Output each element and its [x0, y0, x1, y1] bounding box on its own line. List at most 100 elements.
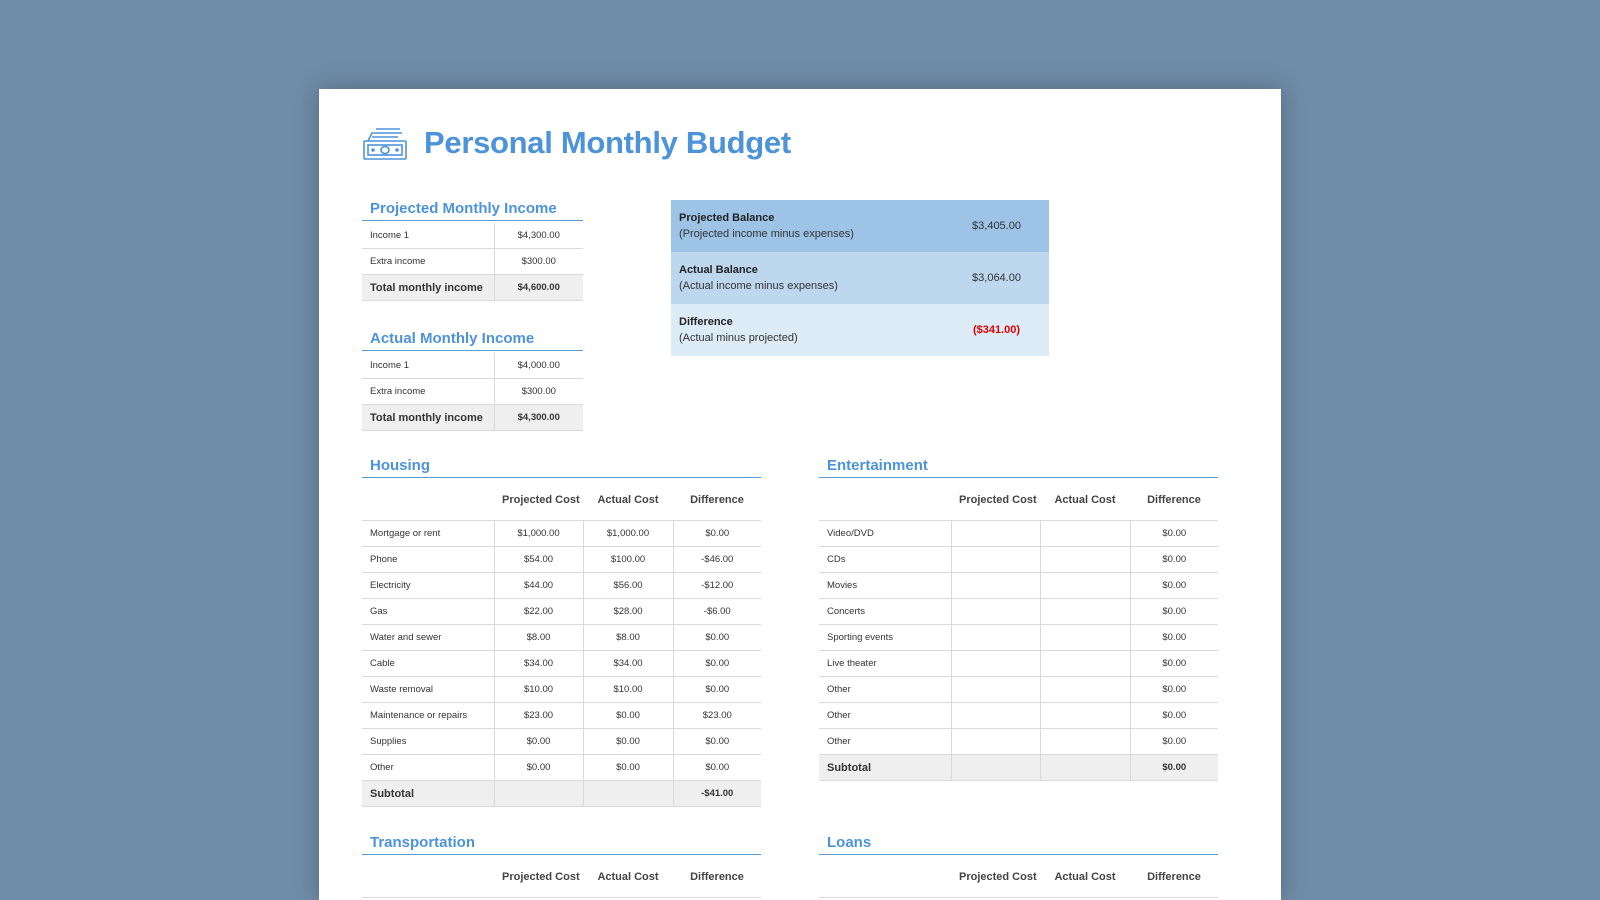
header-cell: Projected Cost: [494, 480, 583, 521]
expense-value: [950, 676, 1040, 703]
expense-table: Projected Cost Actual Cost Difference: [819, 857, 1218, 898]
expense-row: Supplies $0.00 $0.00 $0.00: [362, 728, 761, 755]
expense-value: $56.00: [582, 572, 673, 599]
expense-label: Water and sewer: [362, 624, 494, 651]
expense-value: [950, 702, 1040, 729]
section-title: Transportation: [362, 834, 761, 855]
expense-row: Other $0.00 $0.00 $0.00: [362, 754, 761, 781]
expense-row: Concerts $0.00: [819, 598, 1218, 625]
expense-row: Gas $22.00 $28.00 -$6.00: [362, 598, 761, 625]
balance-note: (Actual income minus expenses): [679, 280, 838, 292]
header-row: Projected Cost Actual Cost Difference: [362, 480, 761, 521]
balance-row: Projected Balance (Projected income minus…: [671, 200, 1049, 252]
expense-value: $0.00: [1129, 754, 1218, 781]
expense-row: Live theater $0.00: [819, 650, 1218, 677]
expense-value: $0.00: [1129, 572, 1218, 599]
balance-value: $3,064.00: [972, 272, 1021, 284]
expense-value: $0.00: [582, 728, 673, 755]
header-text: Actual Cost: [597, 871, 659, 883]
expense-value: $0.00: [672, 520, 761, 547]
expense-value: $0.00: [672, 728, 761, 755]
header-cell: [362, 480, 494, 521]
income-row: Income 1 $4,000.00: [362, 353, 583, 379]
header-text: Actual Cost: [1054, 494, 1116, 506]
header-text: Actual Cost: [597, 494, 659, 506]
income-value: $300.00: [493, 378, 583, 405]
expense-value: [950, 598, 1040, 625]
income-value: $4,000.00: [493, 353, 583, 379]
expense-row: Water and sewer $8.00 $8.00 $0.00: [362, 624, 761, 651]
expense-table: Projected Cost Actual Cost Difference: [362, 857, 761, 898]
header-cell: Difference: [1130, 857, 1218, 898]
expense-value: $10.00: [582, 676, 673, 703]
expense-value: $0.00: [1129, 520, 1218, 547]
expense-value: $1,000.00: [582, 520, 673, 547]
expense-row: Waste removal $10.00 $10.00 $0.00: [362, 676, 761, 703]
section-title: Housing: [362, 457, 761, 478]
expense-value: $0.00: [1129, 598, 1218, 625]
income-label: Income 1: [362, 353, 494, 379]
header-cell: Actual Cost: [583, 857, 673, 898]
expense-row: Electricity $44.00 $56.00 -$12.00: [362, 572, 761, 599]
header-cell: Difference: [673, 857, 761, 898]
expense-value: [1039, 754, 1130, 781]
expense-value: $1,000.00: [493, 520, 583, 547]
expense-value: [1039, 572, 1130, 599]
header-cell: Projected Cost: [951, 857, 1040, 898]
income-label: Extra income: [362, 378, 494, 405]
expense-value: [1039, 702, 1130, 729]
header-cell: Difference: [673, 480, 761, 521]
income-value: $300.00: [493, 248, 583, 275]
expense-label: Cable: [362, 650, 494, 677]
balance-row: Actual Balance (Actual income minus expen…: [671, 252, 1049, 304]
income-label: Total monthly income: [362, 274, 494, 301]
expense-label: Subtotal: [819, 754, 951, 781]
expense-label: Live theater: [819, 650, 951, 677]
expense-label: Phone: [362, 546, 494, 573]
expense-value: $0.00: [493, 728, 583, 755]
header-row: Projected Cost Actual Cost Difference: [819, 857, 1218, 898]
expense-row: Subtotal -$41.00: [362, 780, 761, 807]
expense-value: $0.00: [672, 754, 761, 781]
expense-row: Maintenance or repairs $23.00 $0.00 $23.00: [362, 702, 761, 729]
header-cell: Projected Cost: [494, 857, 583, 898]
money-icon: [363, 128, 407, 160]
expense-value: $28.00: [582, 598, 673, 625]
income-table: Income 1 $4,300.00 Extra income $300.00 Tota…: [362, 223, 583, 301]
section-title: Entertainment: [819, 457, 1218, 478]
header-text: Projected Cost: [959, 494, 1037, 506]
balance-title: Projected Balance: [679, 212, 775, 224]
expense-label: Other: [819, 728, 951, 755]
expense-value: $23.00: [672, 702, 761, 729]
expense-value: $8.00: [493, 624, 583, 651]
expense-value: [950, 572, 1040, 599]
balance-label: Difference (Actual minus projected): [671, 314, 944, 346]
header-cell: Actual Cost: [1040, 480, 1130, 521]
expense-value: [950, 624, 1040, 651]
expense-value: [582, 780, 673, 807]
expense-table: Projected Cost Actual Cost Difference Video…: [819, 480, 1218, 781]
expense-value: [950, 520, 1040, 547]
expense-row: Subtotal $0.00: [819, 754, 1218, 781]
expense-row: CDs $0.00: [819, 546, 1218, 573]
expense-row: Sporting events $0.00: [819, 624, 1218, 651]
header-text: Projected Cost: [502, 871, 580, 883]
header-row: Projected Cost Actual Cost Difference: [819, 480, 1218, 521]
header-cell: Actual Cost: [1040, 857, 1130, 898]
expense-label: Video/DVD: [819, 520, 951, 547]
balance-note: (Actual minus projected): [679, 332, 798, 344]
expense-value: [1039, 728, 1130, 755]
header-text: Difference: [1147, 494, 1201, 506]
expense-value: $0.00: [672, 676, 761, 703]
expense-value: $34.00: [493, 650, 583, 677]
expense-value: $0.00: [1129, 546, 1218, 573]
expense-label: Other: [362, 754, 494, 781]
expense-label: Maintenance or repairs: [362, 702, 494, 729]
section-title: Projected Monthly Income: [362, 200, 583, 221]
header-text: Difference: [1147, 871, 1201, 883]
balance-note: (Projected income minus expenses): [679, 228, 854, 240]
expense-value: $0.00: [1129, 624, 1218, 651]
expense-value: $0.00: [582, 754, 673, 781]
expense-value: $0.00: [1129, 702, 1218, 729]
expense-value: $0.00: [1129, 650, 1218, 677]
